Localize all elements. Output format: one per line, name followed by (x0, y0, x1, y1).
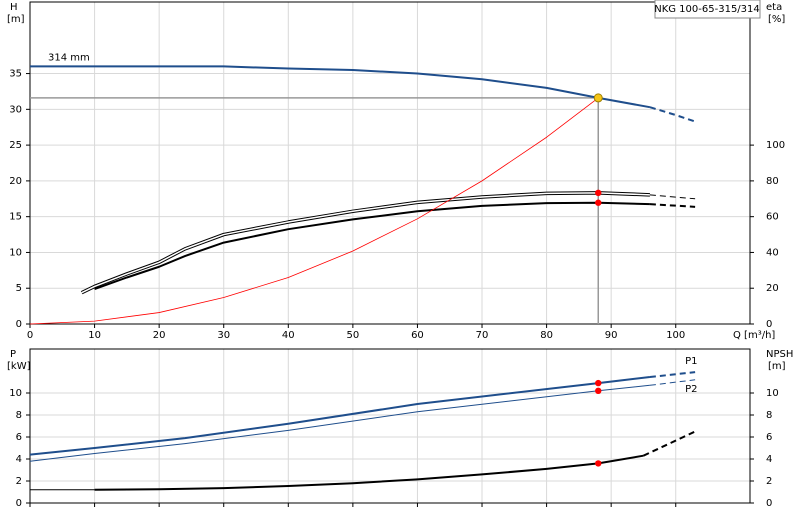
series-line (29, 97, 599, 325)
title-box (654, 0, 761, 19)
y-tick-label: 25 (9, 140, 22, 151)
x-tick-label: 10 (88, 330, 101, 341)
x-tick-label: 20 (153, 330, 166, 341)
series-line (29, 384, 650, 462)
series-line (649, 203, 696, 208)
series-line (80, 191, 650, 295)
series-label: P1 (685, 356, 697, 367)
y2-tick-label: 20 (766, 283, 779, 294)
x-tick-label: 50 (347, 330, 360, 341)
y2-tick-label: 0 (766, 319, 772, 330)
y-tick-label: 10 (9, 388, 22, 399)
y2-axis-unit: [%] (768, 14, 785, 25)
operating-point (595, 199, 602, 206)
y2-tick-label: 100 (766, 140, 785, 151)
series-line (643, 430, 696, 457)
x-tick-label: 0 (27, 330, 33, 341)
y2-tick-label: 60 (766, 212, 779, 223)
x-tick-label: 70 (476, 330, 489, 341)
y2-tick-label: 4 (766, 454, 772, 465)
y-tick-label: 8 (16, 410, 22, 421)
plot-frame (29, 1, 751, 325)
y-tick-label: 15 (9, 212, 22, 223)
y2-tick-label: 0 (766, 498, 772, 509)
y-tick-label: 5 (16, 283, 22, 294)
operating-point (593, 93, 603, 103)
series-line (649, 371, 696, 379)
y-axis-unit: [m] (7, 14, 25, 25)
y2-axis-unit: [m] (768, 361, 786, 372)
series-line (29, 376, 651, 456)
y-tick-label: 30 (9, 104, 22, 115)
y-tick-label: 6 (16, 432, 22, 443)
operating-point (595, 189, 602, 197)
series-line (649, 379, 696, 386)
y2-tick-label: 2 (766, 476, 772, 487)
y-tick-label: 20 (9, 176, 22, 187)
y-tick-label: 0 (16, 319, 22, 330)
operating-point (595, 379, 602, 387)
x-tick-label: 80 (540, 330, 553, 341)
series-label: P2 (685, 384, 697, 395)
y-tick-label: 2 (16, 476, 22, 487)
series-line (30, 65, 651, 109)
series-line (94, 201, 650, 291)
y2-axis-label: eta (766, 2, 782, 13)
x-tick-label: 100 (666, 330, 685, 341)
y2-tick-label: 8 (766, 410, 772, 421)
series-line (649, 106, 696, 123)
x-tick-label: 40 (282, 330, 295, 341)
y-axis-label: H (10, 2, 18, 13)
operating-point (595, 460, 602, 467)
operating-point (595, 387, 602, 394)
y2-tick-label: 10 (766, 388, 779, 399)
x-axis-label: Q [m³/h] (733, 330, 775, 341)
y-tick-label: 4 (16, 454, 22, 465)
y-axis-unit: [kW] (7, 361, 31, 372)
series-line (94, 454, 644, 491)
x-tick-label: 30 (217, 330, 230, 341)
y2-tick-label: 6 (766, 432, 772, 443)
series-line (649, 194, 696, 200)
x-tick-label: 90 (605, 330, 618, 341)
y2-tick-label: 40 (766, 247, 779, 258)
y2-tick-label: 80 (766, 176, 779, 187)
y-axis-label: P (10, 349, 16, 360)
plot-frame (29, 348, 751, 504)
y-tick-label: 35 (9, 69, 22, 80)
x-tick-label: 60 (411, 330, 424, 341)
y2-axis-label: NPSH (766, 349, 793, 360)
series-line-inner (81, 192, 650, 294)
series-label: 314 mm (48, 52, 90, 63)
y-tick-label: 10 (9, 247, 22, 258)
y-tick-label: 0 (16, 498, 22, 509)
chart-title: NKG 100-65-315/314 (654, 4, 760, 15)
